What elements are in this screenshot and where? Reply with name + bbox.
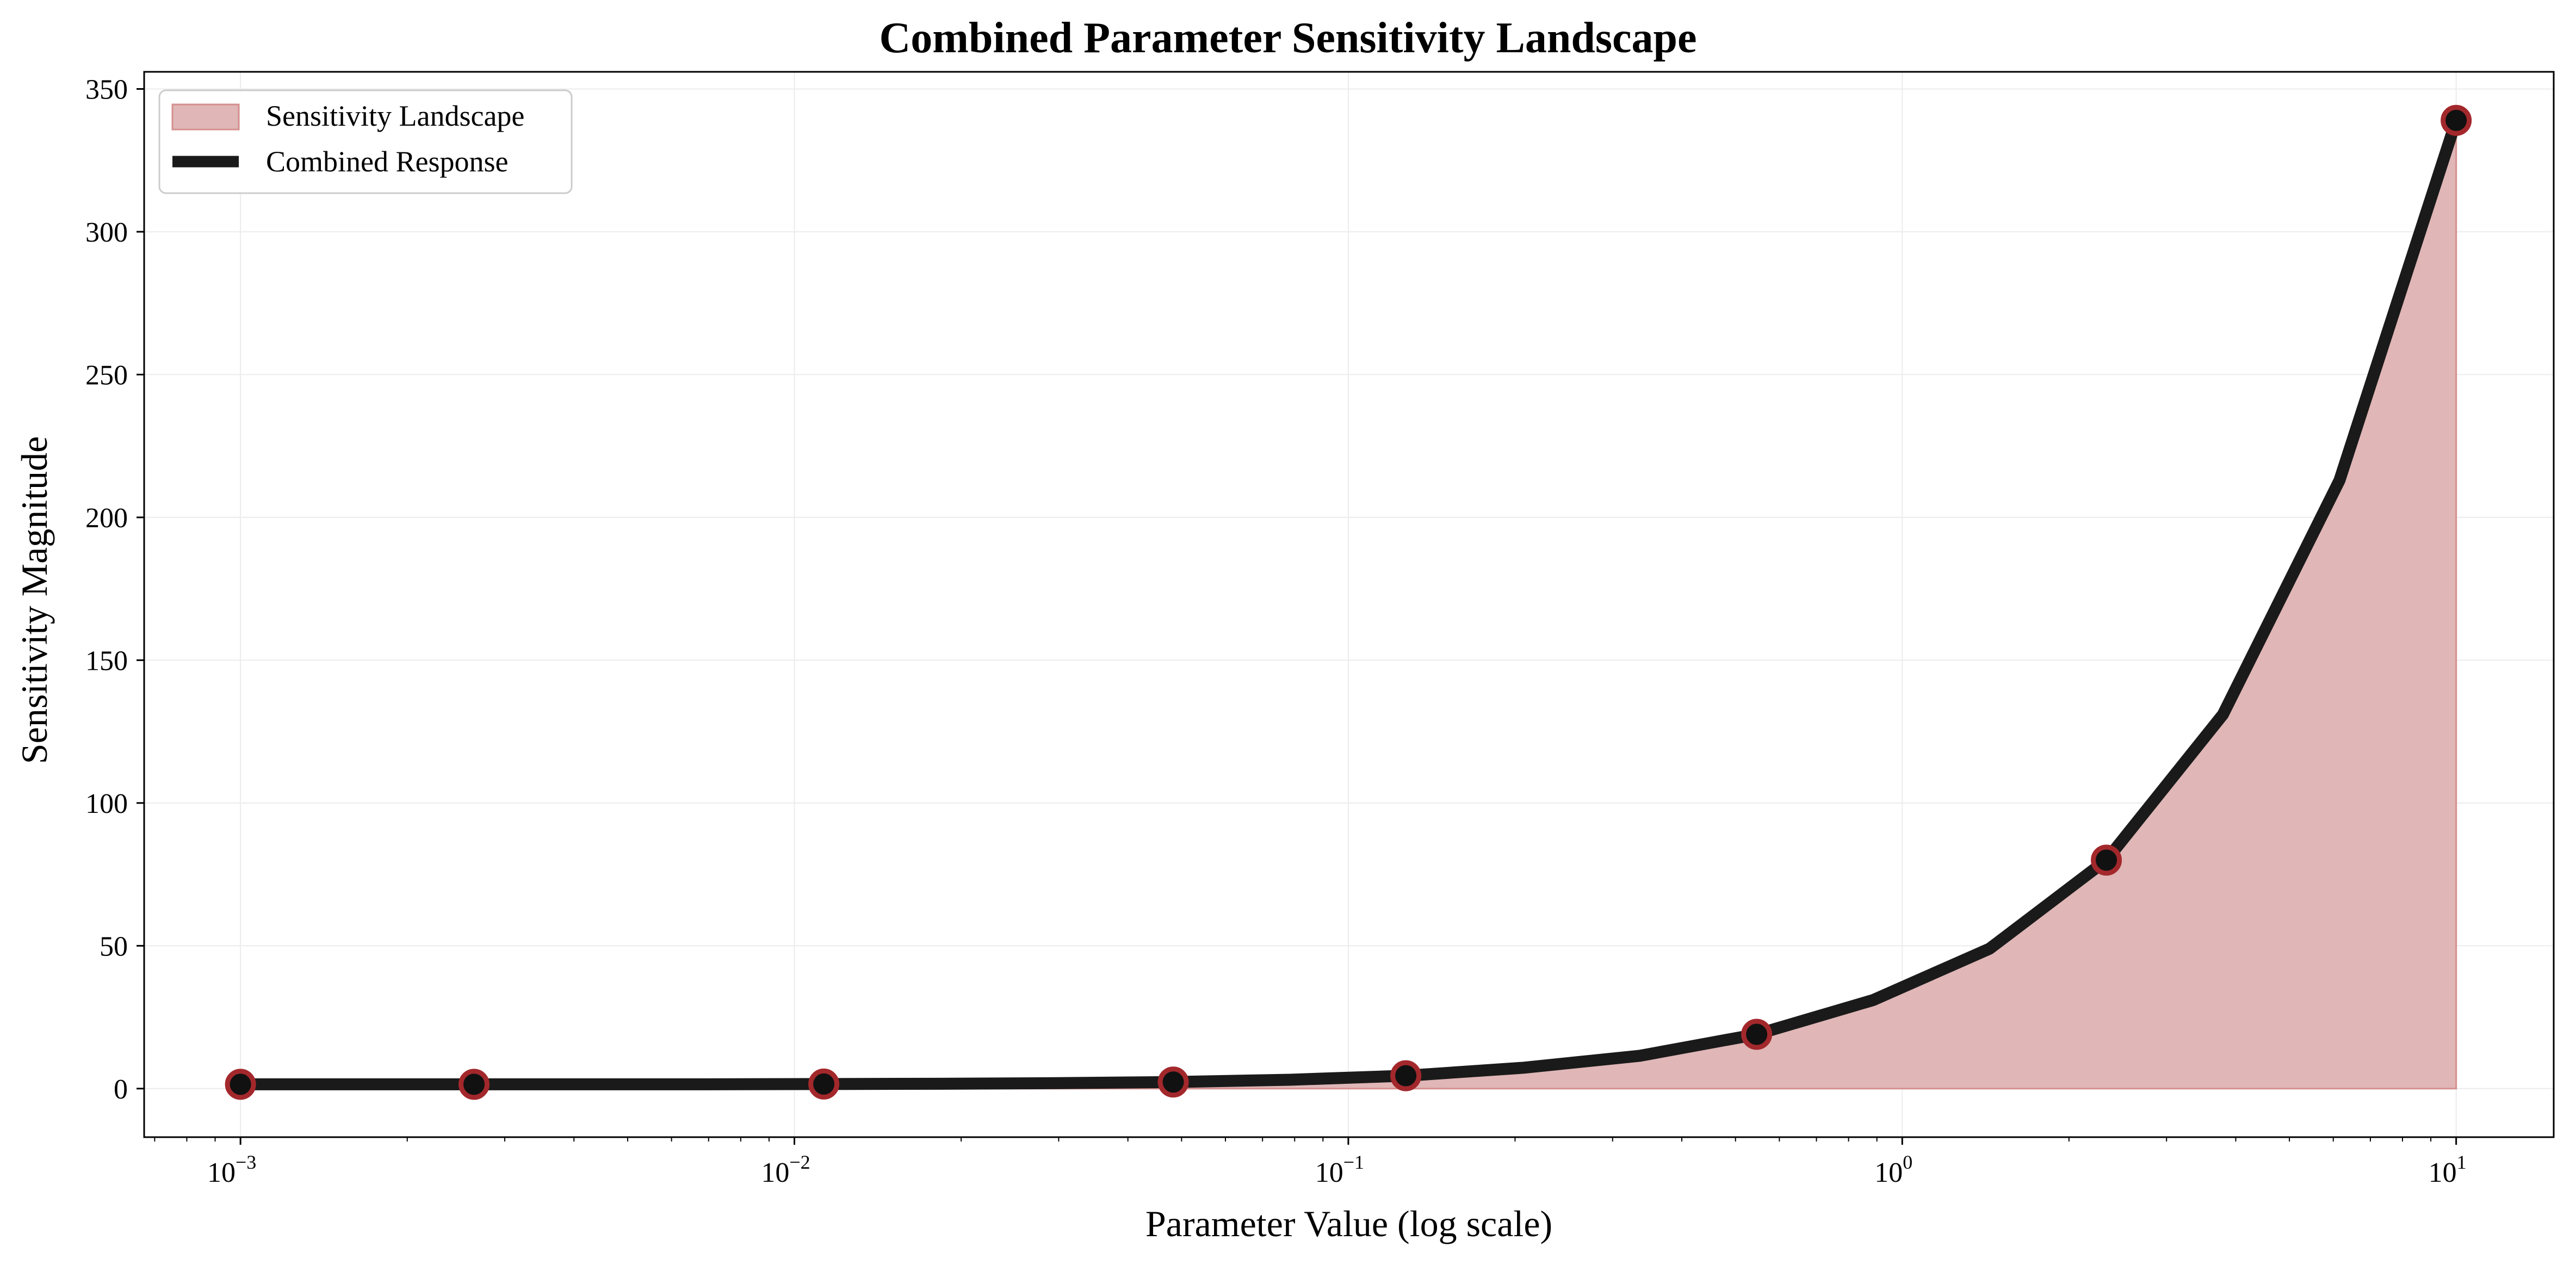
data-point-marker <box>225 1069 256 1100</box>
y-tick-label: 0 <box>114 1074 128 1105</box>
y-tick-label: 300 <box>85 217 128 248</box>
data-point-marker <box>1157 1066 1189 1098</box>
y-axis-ticks: 0 50 100 150 200 250 300 350 <box>85 74 144 1105</box>
legend-label-sensitivity-landscape: Sensitivity Landscape <box>266 100 524 132</box>
combined-response-line <box>234 114 2462 1090</box>
data-point-marker <box>808 1068 840 1100</box>
legend-label-combined-response: Combined Response <box>266 145 508 178</box>
x-axis-ticks: 10−3 10−2 10−1 100 101 <box>154 1137 2467 1188</box>
x-axis-label: Parameter Value (log scale) <box>1145 1203 1552 1244</box>
y-tick-label: 150 <box>85 645 128 676</box>
legend: Sensitivity Landscape Combined Response <box>158 89 573 194</box>
data-point-marker <box>1741 1019 1773 1050</box>
x-tick-label: 10−3 <box>207 1151 256 1188</box>
x-tick-label: 10−2 <box>761 1151 810 1188</box>
combined-response-line-group <box>234 114 2462 1090</box>
x-tick-label: 101 <box>2429 1151 2467 1188</box>
grid <box>144 72 2554 1137</box>
data-point-marker <box>1390 1060 1422 1091</box>
legend-frame <box>158 89 573 194</box>
y-tick-label: 100 <box>85 788 128 819</box>
x-tick-label: 100 <box>1874 1151 1912 1188</box>
marker-group <box>225 104 2472 1100</box>
x-tick-label: 10−1 <box>1315 1151 1364 1188</box>
data-point-marker <box>2091 844 2122 876</box>
data-point-marker <box>2441 104 2472 136</box>
y-tick-label: 350 <box>85 74 128 105</box>
chart-title: Combined Parameter Sensitivity Landscape <box>880 14 1697 62</box>
legend-swatch-sensitivity-landscape <box>171 103 240 131</box>
y-tick-label: 250 <box>85 360 128 391</box>
y-axis-label: Sensitivity Magnitude <box>14 436 55 764</box>
y-tick-label: 50 <box>100 931 128 962</box>
y-tick-label: 200 <box>85 503 128 534</box>
data-point-marker <box>458 1069 490 1100</box>
